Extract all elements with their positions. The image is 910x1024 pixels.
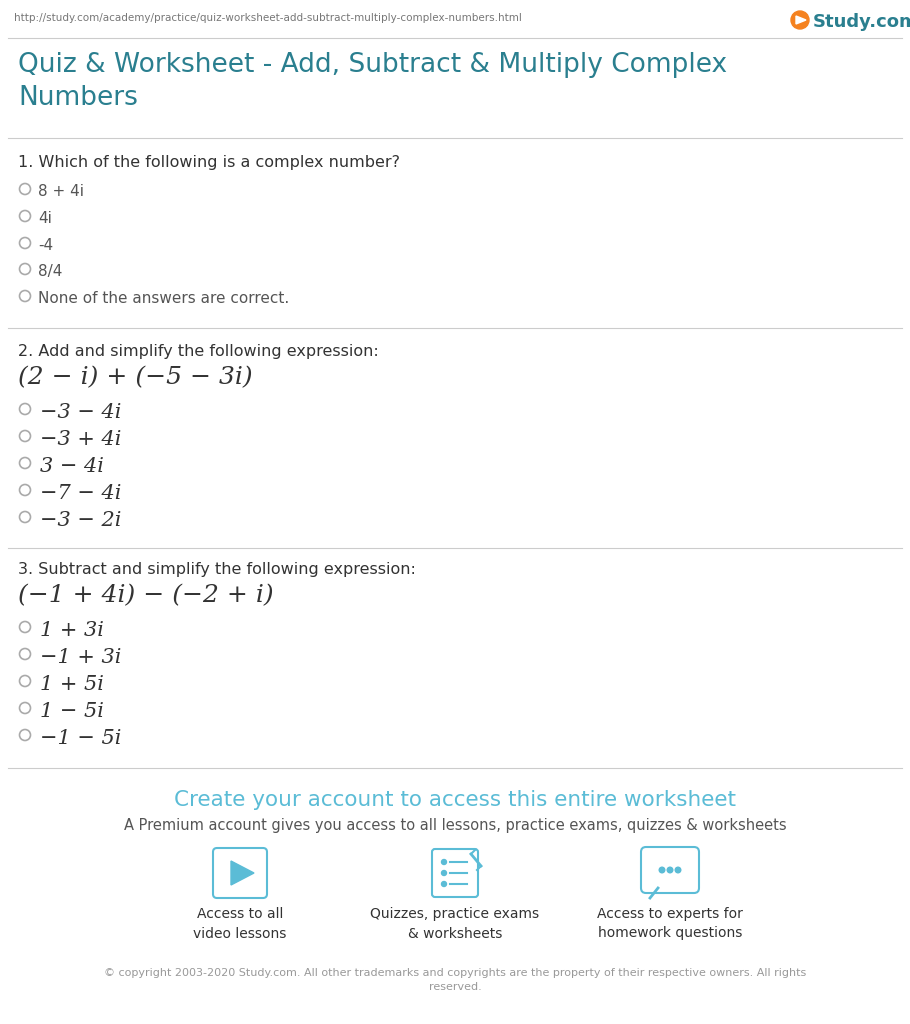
Text: -4: -4 [38,238,53,253]
Circle shape [675,867,681,872]
Text: −3 − 4i: −3 − 4i [40,403,121,422]
Text: 1 − 5i: 1 − 5i [40,702,104,721]
Text: (−1 + 4i) − (−2 + i): (−1 + 4i) − (−2 + i) [18,584,274,607]
Circle shape [441,859,447,864]
Text: Access to experts for
homework questions: Access to experts for homework questions [597,907,743,940]
Text: −3 + 4i: −3 + 4i [40,430,121,449]
FancyBboxPatch shape [432,849,478,897]
Text: 2. Add and simplify the following expression:: 2. Add and simplify the following expres… [18,344,379,359]
Text: −1 − 5i: −1 − 5i [40,729,121,748]
Text: Access to all
video lessons: Access to all video lessons [193,907,287,940]
Text: Study.com: Study.com [813,13,910,31]
Text: http://study.com/academy/practice/quiz-worksheet-add-subtract-multiply-complex-n: http://study.com/academy/practice/quiz-w… [14,13,521,23]
Circle shape [441,882,447,887]
Text: © copyright 2003-2020 Study.com. All other trademarks and copyrights are the pro: © copyright 2003-2020 Study.com. All oth… [104,968,806,992]
Text: 1 + 3i: 1 + 3i [40,621,104,640]
Text: −1 + 3i: −1 + 3i [40,648,121,667]
Text: 3 − 4i: 3 − 4i [40,457,104,476]
Polygon shape [231,861,254,885]
Text: Quizzes, practice exams
& worksheets: Quizzes, practice exams & worksheets [370,907,540,940]
Circle shape [667,867,672,872]
Text: −7 − 4i: −7 − 4i [40,484,121,503]
Text: 1 + 5i: 1 + 5i [40,675,104,694]
Text: Quiz & Worksheet - Add, Subtract & Multiply Complex
Numbers: Quiz & Worksheet - Add, Subtract & Multi… [18,52,727,111]
Text: −3 − 2i: −3 − 2i [40,511,121,530]
Circle shape [791,11,809,29]
Text: 8/4: 8/4 [38,264,63,279]
Text: 8 + 4i: 8 + 4i [38,184,84,199]
Circle shape [659,867,665,872]
Text: A Premium account gives you access to all lessons, practice exams, quizzes & wor: A Premium account gives you access to al… [124,818,786,833]
Text: Create your account to access this entire worksheet: Create your account to access this entir… [174,790,736,810]
Text: 3. Subtract and simplify the following expression:: 3. Subtract and simplify the following e… [18,562,416,577]
Text: (2 − i) + (−5 − 3i): (2 − i) + (−5 − 3i) [18,366,253,389]
Text: None of the answers are correct.: None of the answers are correct. [38,291,289,306]
Text: 1. Which of the following is a complex number?: 1. Which of the following is a complex n… [18,155,400,170]
Polygon shape [796,16,806,24]
FancyBboxPatch shape [213,848,267,898]
FancyBboxPatch shape [641,847,699,893]
Text: 4i: 4i [38,211,52,226]
Circle shape [441,870,447,876]
